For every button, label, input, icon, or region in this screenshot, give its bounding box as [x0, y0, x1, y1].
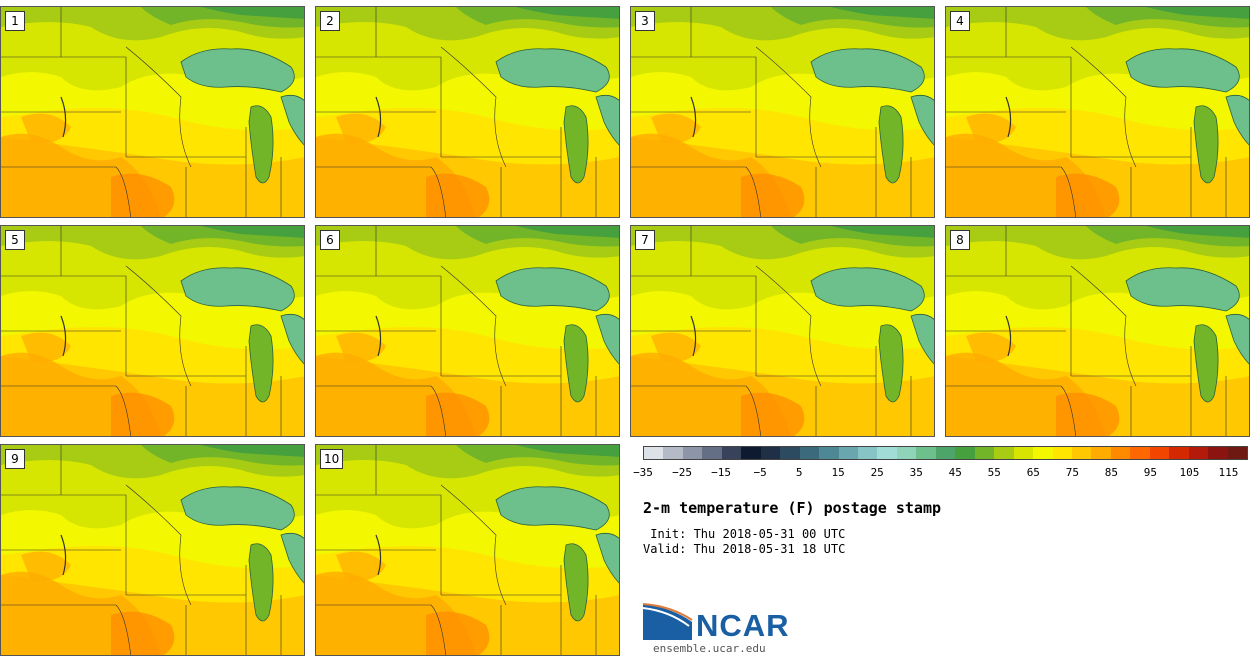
- colorbar-swatch: [1071, 447, 1092, 459]
- colorbar-swatch: [1208, 447, 1228, 459]
- member-label: 3: [635, 11, 655, 31]
- ncar-logo: [643, 603, 693, 640]
- colorbar-tick-label: 25: [870, 466, 884, 479]
- member-panel-6: 6: [315, 225, 620, 437]
- colorbar-swatch: [741, 447, 761, 459]
- colorbar-tick-label: 15: [831, 466, 845, 479]
- colorbar-swatch: [780, 447, 800, 459]
- colorbar-swatch: [1149, 447, 1170, 459]
- colorbar-swatch: [974, 447, 995, 459]
- site-url: ensemble.ucar.edu: [653, 642, 766, 655]
- colorbar-swatch: [1130, 447, 1150, 459]
- member-label: 9: [5, 449, 25, 469]
- ncar-logo-text: NCAR: [696, 608, 790, 643]
- colorbar-tick-label: 115: [1218, 466, 1239, 479]
- colorbar-tick-label: −25: [672, 466, 692, 479]
- colorbar-ticks: −35 −25 −15 −5 5 15 25 35 45 55 65 75 85 95 105 115: [633, 466, 1248, 480]
- colorbar-tick-label: 85: [1104, 466, 1118, 479]
- colorbar-swatch: [1033, 447, 1053, 459]
- member-label: 2: [320, 11, 340, 31]
- colorbar-swatch: [1110, 447, 1131, 459]
- colorbar-swatch: [760, 447, 781, 459]
- member-panel-4: 4: [945, 6, 1250, 218]
- temperature-map: [1, 7, 304, 217]
- colorbar-swatch: [994, 447, 1014, 459]
- temperature-map: [316, 445, 619, 655]
- figure-title: 2-m temperature (F) postage stamp: [643, 499, 942, 517]
- member-panel-8: 8: [945, 225, 1250, 437]
- member-label: 7: [635, 230, 655, 250]
- temperature-map: [631, 226, 934, 436]
- member-label: 10: [320, 449, 344, 469]
- colorbar-swatch: [1188, 447, 1209, 459]
- colorbar-tick-label: 35: [909, 466, 923, 479]
- valid-time: Valid: Thu 2018-05-31 18 UTC: [643, 542, 846, 556]
- colorbar-swatch: [663, 447, 683, 459]
- member-panel-7: 7: [630, 225, 935, 437]
- temperature-map: [1, 445, 304, 655]
- member-label: 6: [320, 230, 340, 250]
- colorbar-swatch: [819, 447, 839, 459]
- colorbar-tick-label: 75: [1065, 466, 1079, 479]
- member-panel-1: 1: [0, 6, 305, 218]
- member-label: 1: [5, 11, 25, 31]
- colorbar-swatch: [838, 447, 858, 459]
- colorbar-tick-label: −5: [753, 466, 767, 479]
- temperature-map: [631, 7, 934, 217]
- colorbar-swatch: [877, 447, 897, 459]
- colorbar-swatch: [1227, 447, 1248, 459]
- colorbar-tick-label: 55: [987, 466, 1001, 479]
- colorbar-tick-label: 65: [1026, 466, 1040, 479]
- member-panel-3: 3: [630, 6, 935, 218]
- colorbar-swatch: [896, 447, 917, 459]
- member-panel-9: 9: [0, 444, 305, 656]
- temperature-map: [316, 226, 619, 436]
- colorbar-swatch: [799, 447, 820, 459]
- colorbar-swatch: [955, 447, 975, 459]
- member-panel-10: 10: [315, 444, 620, 656]
- colorbar-swatch: [702, 447, 722, 459]
- colorbar-tick-label: −35: [633, 466, 653, 479]
- member-label: 4: [950, 11, 970, 31]
- member-label: 5: [5, 230, 25, 250]
- colorbar-swatch: [644, 447, 664, 459]
- colorbar-swatch: [1013, 447, 1034, 459]
- colorbar-swatch: [1091, 447, 1111, 459]
- colorbar-swatch: [935, 447, 956, 459]
- temperature-map: [316, 7, 619, 217]
- colorbar-swatch: [857, 447, 878, 459]
- member-label: 8: [950, 230, 970, 250]
- colorbar-swatch: [1169, 447, 1189, 459]
- colorbar-swatch: [916, 447, 936, 459]
- colorbar-tick-label: 45: [948, 466, 962, 479]
- colorbar-tick-label: 95: [1143, 466, 1158, 479]
- colorbar-swatch: [682, 447, 703, 459]
- colorbar: [643, 446, 1248, 460]
- colorbar-tick-label: 105: [1179, 466, 1200, 479]
- temperature-map: [946, 226, 1249, 436]
- colorbar-tick-label: −15: [711, 466, 731, 479]
- colorbar-tick-label: 5: [795, 466, 803, 479]
- colorbar-swatch: [721, 447, 742, 459]
- temperature-map: [946, 7, 1249, 217]
- colorbar-swatch: [1052, 447, 1072, 459]
- temperature-map: [1, 226, 304, 436]
- init-time: Init: Thu 2018-05-31 00 UTC: [643, 527, 846, 541]
- member-panel-2: 2: [315, 6, 620, 218]
- member-panel-5: 5: [0, 225, 305, 437]
